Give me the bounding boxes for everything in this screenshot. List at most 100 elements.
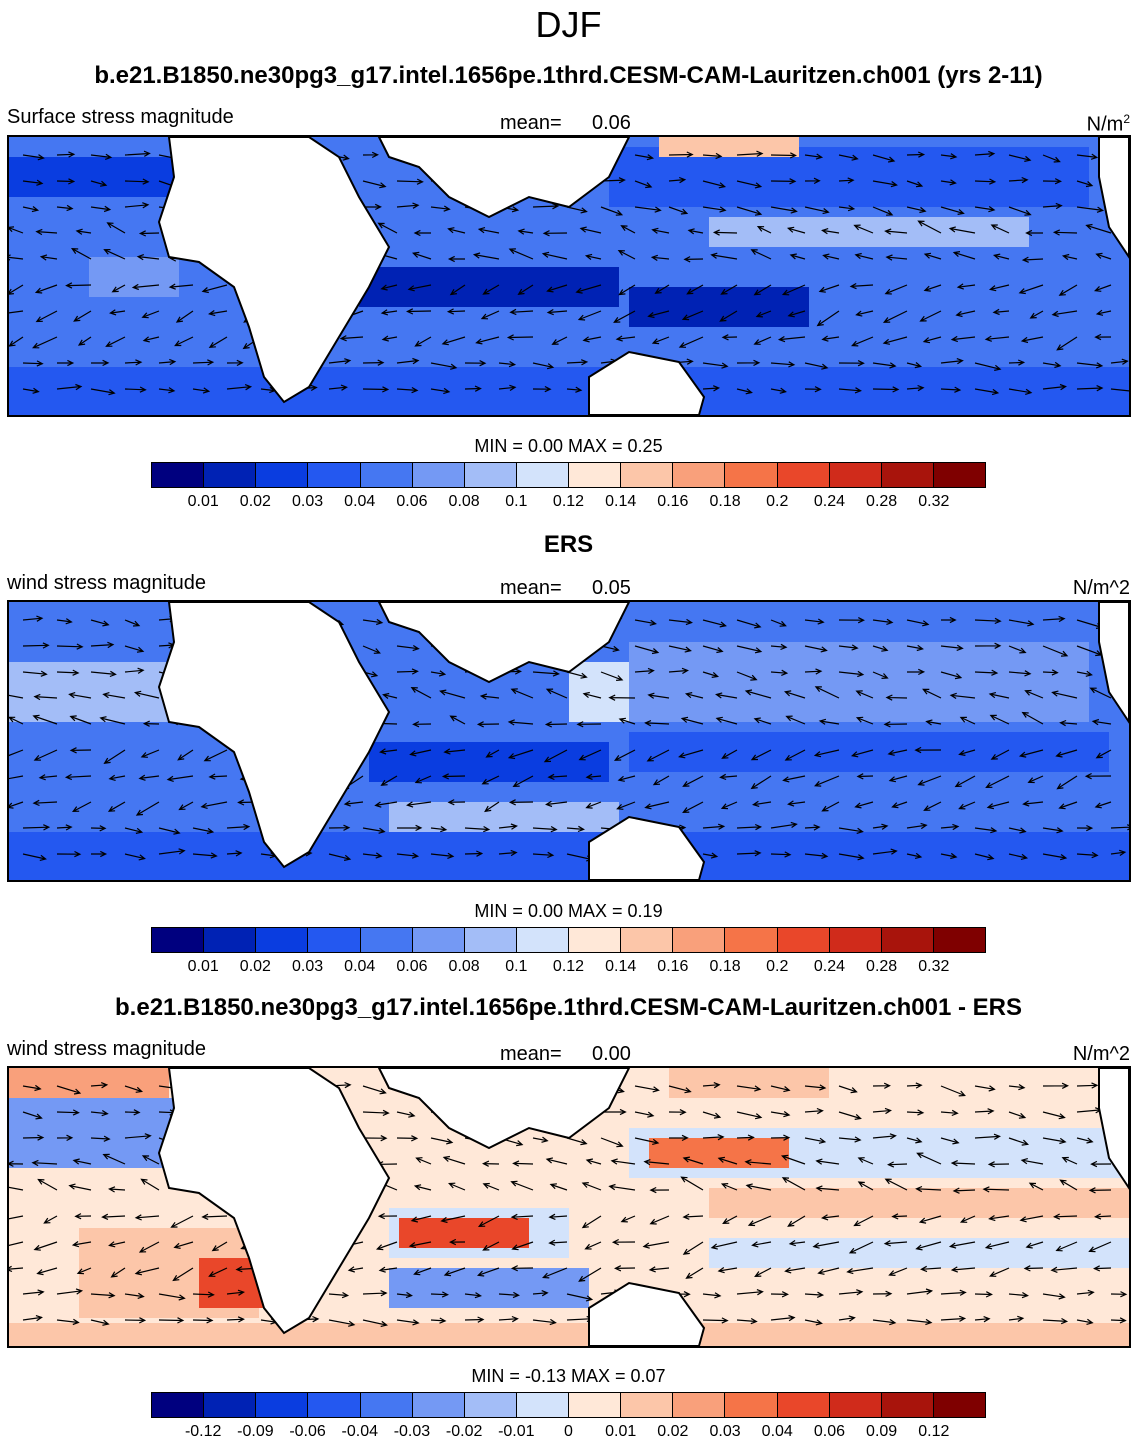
wind-arrow bbox=[362, 386, 390, 393]
wind-arrow bbox=[381, 335, 398, 342]
colorbar-ticks-obs: 0.01 0.02 0.03 0.04 0.06 0.08 0.1 0.12 0.14 0.16 0… bbox=[151, 958, 986, 978]
wind-arrow bbox=[753, 717, 772, 725]
wind-arrow bbox=[9, 1265, 24, 1273]
wind-arrow bbox=[56, 1318, 80, 1326]
wind-arrow bbox=[838, 644, 859, 651]
min-value-model: 0.00 bbox=[527, 436, 563, 456]
colorbar-tick-label: 0.2 bbox=[766, 958, 789, 975]
wind-arrow bbox=[710, 252, 738, 260]
wind-arrow bbox=[650, 254, 670, 262]
wind-arrow bbox=[22, 387, 40, 394]
wind-arrow bbox=[1019, 1215, 1044, 1223]
wind-arrow bbox=[982, 1186, 1010, 1193]
wind-arrow bbox=[789, 253, 806, 260]
wind-arrow bbox=[1042, 1317, 1069, 1325]
wind-arrow bbox=[443, 1267, 466, 1277]
wind-arrow bbox=[838, 387, 862, 394]
mean-label-diff: mean= bbox=[500, 1043, 562, 1065]
wind-arrow bbox=[90, 1292, 116, 1299]
wind-arrow bbox=[949, 692, 976, 700]
wind-arrow bbox=[43, 1215, 58, 1224]
wind-arrow bbox=[649, 1215, 670, 1225]
wind-arrow bbox=[226, 359, 244, 367]
wind-arrow bbox=[211, 1241, 228, 1252]
wind-arrow bbox=[396, 824, 423, 832]
wind-arrow bbox=[988, 692, 1010, 699]
wind-arrow bbox=[532, 385, 552, 393]
wind-arrow bbox=[838, 1289, 864, 1296]
wind-arrow bbox=[950, 1266, 976, 1273]
wind-arrow bbox=[508, 248, 534, 260]
wind-arrow bbox=[532, 851, 555, 859]
colorbar-cell bbox=[933, 463, 985, 487]
colorbar-tick-label: -0.12 bbox=[184, 1423, 222, 1440]
wind-arrow bbox=[838, 1111, 862, 1120]
wind-arrow bbox=[507, 749, 534, 760]
wind-arrow bbox=[744, 689, 772, 699]
wind-arrow bbox=[1042, 669, 1059, 676]
wind-arrow bbox=[750, 249, 772, 260]
wind-arrow bbox=[585, 773, 602, 780]
wind-arrow bbox=[124, 1317, 147, 1324]
wind-arrow bbox=[736, 1134, 755, 1141]
wind-arrow bbox=[917, 775, 942, 786]
wind-arrow bbox=[226, 850, 243, 857]
wind-arrow bbox=[1076, 670, 1093, 677]
wind-arrow bbox=[575, 284, 602, 294]
wind-arrow bbox=[642, 1241, 670, 1249]
wind-arrow bbox=[413, 1184, 432, 1191]
colorbar-tick-label: -0.04 bbox=[341, 1423, 378, 1440]
wind-arrow bbox=[872, 386, 900, 393]
map-svg-obs bbox=[9, 602, 1129, 880]
wind-arrow bbox=[850, 749, 874, 758]
wind-arrow bbox=[9, 284, 24, 295]
wind-arrow bbox=[855, 310, 874, 317]
wind-arrow bbox=[532, 203, 560, 210]
wind-arrow bbox=[634, 206, 662, 213]
wind-arrow bbox=[69, 715, 92, 725]
wind-arrow bbox=[482, 1182, 500, 1191]
wind-arrow bbox=[940, 179, 957, 186]
wind-arrow bbox=[507, 719, 534, 726]
wind-arrow bbox=[566, 386, 583, 393]
wind-arrow bbox=[1076, 385, 1104, 392]
wind-arrow bbox=[124, 150, 151, 157]
wind-arrow bbox=[1008, 154, 1032, 162]
wind-arrow bbox=[888, 775, 908, 783]
wind-arrow bbox=[668, 1134, 689, 1142]
colorbar-tick-label: 0.28 bbox=[866, 493, 898, 510]
wind-arrow bbox=[722, 1215, 738, 1224]
wind-arrow bbox=[22, 179, 44, 186]
wind-arrow bbox=[770, 821, 798, 829]
colorbar-tick-label: 0.08 bbox=[448, 958, 480, 975]
map-svg-model bbox=[9, 137, 1129, 415]
wind-arrow bbox=[362, 180, 387, 189]
wind-arrow bbox=[804, 852, 829, 859]
colorbar-cell bbox=[412, 928, 465, 952]
wind-arrow bbox=[940, 1085, 966, 1097]
wind-arrow bbox=[940, 1109, 959, 1117]
wind-arrow bbox=[917, 220, 942, 234]
wind-arrow bbox=[884, 228, 908, 235]
wind-arrow bbox=[974, 669, 999, 676]
colorbar-diff bbox=[151, 1392, 986, 1418]
wind-arrow bbox=[989, 714, 1010, 725]
wind-arrow bbox=[566, 1293, 594, 1302]
wind-arrow bbox=[1042, 178, 1062, 185]
wind-arrow bbox=[838, 853, 865, 861]
wind-arrow bbox=[576, 721, 602, 728]
wind-arrow bbox=[517, 228, 534, 235]
wind-arrow bbox=[1076, 824, 1094, 832]
wind-arrow bbox=[477, 1215, 500, 1228]
wind-arrow bbox=[32, 799, 58, 807]
wind-arrow bbox=[477, 1267, 500, 1277]
wind-arrow bbox=[717, 1156, 738, 1165]
colorbar-cell bbox=[881, 1393, 934, 1417]
wind-arrow bbox=[142, 336, 160, 343]
wind-arrow bbox=[882, 336, 908, 345]
wind-arrow bbox=[818, 718, 840, 725]
map-panel-obs bbox=[7, 600, 1131, 882]
colorbar-tick-label: 0.12 bbox=[552, 958, 585, 975]
wind-arrow bbox=[506, 334, 534, 341]
wind-arrow bbox=[430, 825, 448, 833]
